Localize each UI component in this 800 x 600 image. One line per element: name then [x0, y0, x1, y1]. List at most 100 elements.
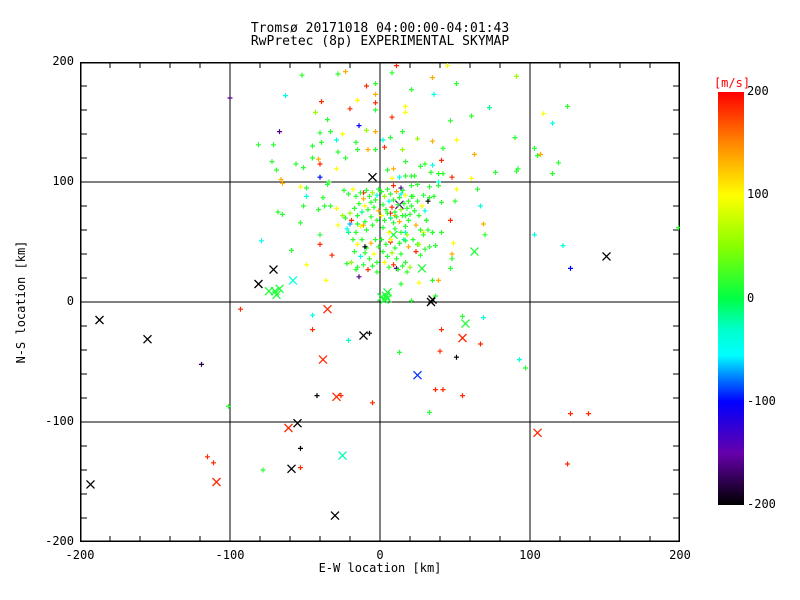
colorbar-tick-label: 100 — [747, 187, 769, 202]
data-point-plus — [355, 241, 360, 247]
data-point-plus — [385, 167, 390, 173]
data-point-cross — [602, 251, 611, 261]
data-point-plus — [437, 348, 443, 354]
data-point-plus — [334, 166, 339, 172]
data-point-cross — [318, 355, 328, 365]
data-point-plus — [341, 187, 347, 193]
data-point-plus — [310, 155, 315, 161]
data-point-plus — [391, 220, 396, 226]
data-point-plus — [319, 139, 324, 145]
data-point-plus — [425, 227, 431, 233]
data-point-plus — [403, 109, 408, 115]
data-point-plus — [439, 327, 444, 333]
y-tick-label: -100 — [45, 414, 74, 428]
data-point-plus — [403, 173, 408, 179]
data-point-plus — [523, 365, 528, 371]
data-point-plus — [280, 180, 285, 186]
data-point-cross — [269, 265, 278, 275]
y-tick-label: 0 — [66, 294, 74, 308]
data-point-plus — [436, 171, 441, 177]
data-point-plus — [293, 161, 299, 167]
data-point-plus — [398, 229, 404, 235]
data-point-cross — [212, 477, 221, 487]
data-point-plus — [370, 400, 375, 406]
data-point-plus — [335, 149, 341, 155]
data-point-plus — [314, 393, 320, 399]
data-point-cross — [275, 284, 284, 294]
data-point-plus — [397, 174, 402, 180]
data-point-plus — [380, 202, 386, 208]
data-point-plus — [368, 199, 374, 205]
data-point-plus — [355, 221, 360, 227]
data-point-plus — [362, 244, 368, 250]
data-point-plus — [365, 147, 371, 153]
data-point-plus — [301, 165, 306, 171]
data-point-cross — [293, 418, 302, 428]
data-point-plus — [317, 241, 323, 247]
data-point-plus — [386, 198, 392, 204]
data-point-plus — [550, 171, 555, 177]
data-point-plus — [380, 137, 386, 143]
data-point-plus — [397, 240, 402, 246]
data-point-plus — [298, 220, 303, 226]
data-point-cross — [86, 479, 95, 489]
data-point-plus — [394, 214, 399, 220]
x-tick-label: -100 — [215, 548, 245, 562]
data-point-plus — [346, 229, 351, 235]
data-point-plus — [370, 190, 375, 196]
data-point-plus — [298, 445, 303, 451]
data-point-plus — [352, 205, 357, 211]
data-point-plus — [403, 159, 408, 165]
data-point-plus — [535, 153, 540, 159]
data-point-plus — [413, 249, 419, 255]
data-point-plus — [404, 269, 410, 275]
data-point-plus — [430, 229, 435, 235]
data-point-plus — [386, 229, 392, 235]
data-point-plus — [353, 193, 359, 199]
data-point-plus — [226, 403, 231, 409]
data-point-plus — [421, 192, 426, 198]
data-point-plus — [481, 221, 486, 227]
data-point-plus — [412, 208, 417, 214]
data-point-plus — [364, 187, 369, 193]
data-point-plus — [340, 131, 345, 137]
data-point-plus — [439, 229, 444, 235]
data-point-plus — [367, 256, 372, 262]
data-point-plus — [436, 183, 441, 189]
data-point-plus — [361, 262, 366, 268]
data-point-plus — [370, 222, 375, 228]
x-axis-label: E-W location [km] — [318, 561, 442, 575]
data-point-plus — [391, 262, 396, 268]
data-point-plus — [374, 269, 380, 275]
data-point-plus — [370, 263, 375, 269]
data-point-plus — [439, 157, 444, 163]
data-point-plus — [353, 229, 359, 235]
data-point-plus — [454, 186, 459, 192]
y-tick-label: 100 — [52, 174, 74, 188]
data-point-plus — [283, 93, 288, 99]
data-point-plus — [379, 189, 384, 195]
data-point-plus — [274, 167, 279, 173]
data-point-plus — [317, 174, 323, 180]
data-point-plus — [356, 201, 362, 207]
data-point-plus — [418, 163, 423, 169]
data-point-plus — [406, 198, 411, 204]
colorbar-units-label: [m/s] — [713, 76, 751, 90]
data-point-cross — [458, 333, 467, 343]
data-point-plus — [355, 213, 360, 219]
data-point-plus — [373, 147, 378, 153]
data-point-plus — [238, 306, 243, 312]
data-point-cross — [338, 451, 347, 461]
data-point-plus — [362, 219, 368, 225]
data-point-plus — [676, 225, 680, 231]
data-point-plus — [410, 237, 416, 243]
data-point-plus — [565, 103, 570, 109]
data-point-plus — [403, 192, 408, 198]
data-point-plus — [394, 63, 399, 69]
y-tick-label: -200 — [45, 534, 74, 548]
data-point-plus — [304, 185, 309, 191]
data-point-plus — [586, 411, 591, 417]
data-point-plus — [395, 202, 401, 208]
data-point-plus — [517, 357, 522, 363]
data-point-plus — [427, 184, 432, 190]
